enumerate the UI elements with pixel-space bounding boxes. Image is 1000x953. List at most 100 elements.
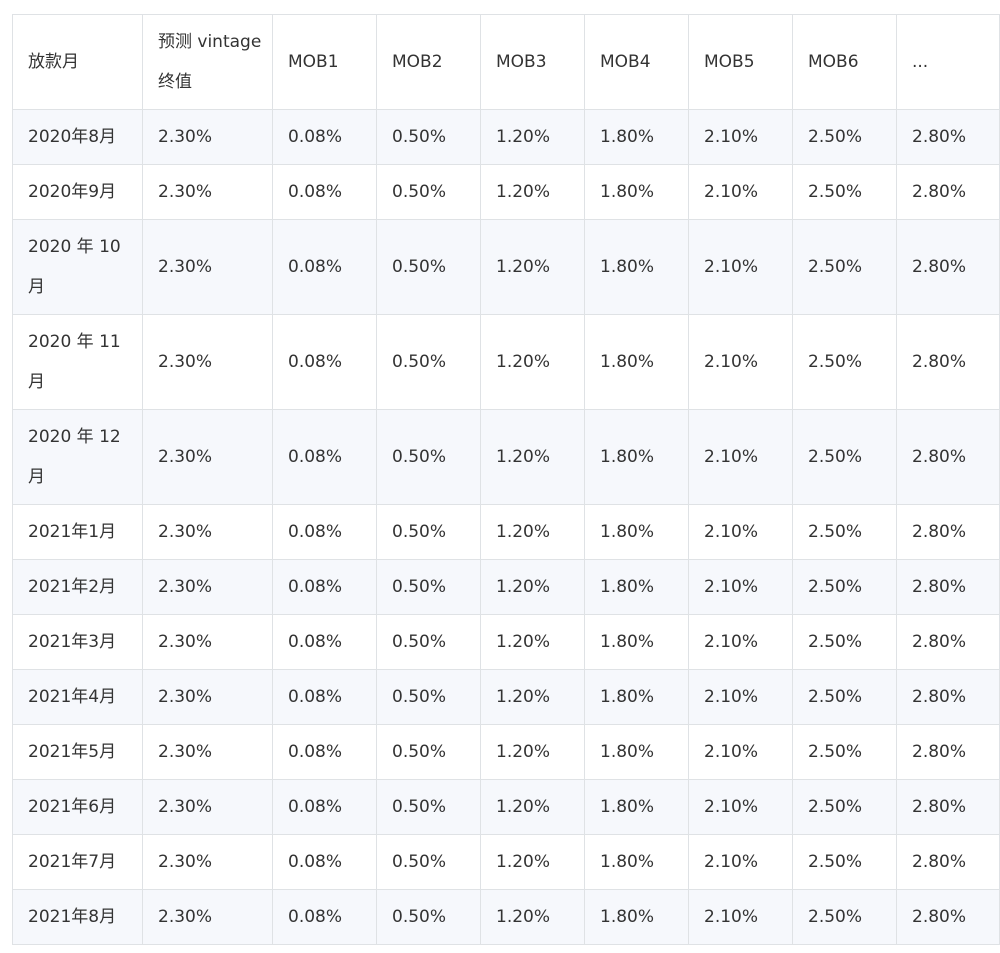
value-cell: 1.20% [480, 314, 585, 410]
value-cell: 2.50% [792, 669, 897, 725]
value-cell: 1.80% [584, 779, 689, 835]
value-cell: 1.20% [480, 409, 585, 505]
value-cell: 0.08% [272, 669, 377, 725]
value-cell: 2.10% [688, 164, 793, 220]
loan-month-cell: 2020年8月 [12, 109, 143, 165]
table-row: 2020 年 12 月 2.30% 0.08% 0.50% 1.20% 1.80% 2.10… [12, 409, 1000, 505]
table-row: 2021年6月 2.30% 0.08% 0.50% 1.20% 1.80% 2.10% 2.5… [12, 779, 1000, 835]
loan-month-text: 2020 年 12 月 [28, 427, 121, 487]
loan-month-text: 2020 年 10 月 [28, 237, 121, 297]
table-row: 2021年5月 2.30% 0.08% 0.50% 1.20% 1.80% 2.10% 2.5… [12, 724, 1000, 780]
value-cell: 2.50% [792, 219, 897, 315]
vintage-table: 放款月 预测 vintage终值 MOB1 MOB2 MOB3 MOB4 MOB… [12, 14, 1000, 945]
loan-month-text: 2020年9月 [28, 182, 117, 202]
value-cell: 2.50% [792, 834, 897, 890]
value-cell: 1.20% [480, 779, 585, 835]
value-cell: 0.50% [376, 504, 481, 560]
value-cell: 2.50% [792, 614, 897, 670]
loan-month-text: 2021年4月 [28, 687, 117, 707]
table-row: 2020 年 10 月 2.30% 0.08% 0.50% 1.20% 1.80% 2.10… [12, 219, 1000, 315]
value-cell: 2.50% [792, 724, 897, 780]
value-cell: 2.80% [896, 109, 1000, 165]
loan-month-cell: 2021年4月 [12, 669, 143, 725]
loan-month-text: 2021年5月 [28, 742, 117, 762]
value-cell: 0.08% [272, 834, 377, 890]
table-row: 2021年3月 2.30% 0.08% 0.50% 1.20% 1.80% 2.10% 2.5… [12, 614, 1000, 670]
value-cell: 1.80% [584, 164, 689, 220]
value-cell: 2.50% [792, 559, 897, 615]
value-cell: 0.08% [272, 614, 377, 670]
value-cell: 0.50% [376, 219, 481, 315]
table-row: 2021年2月 2.30% 0.08% 0.50% 1.20% 1.80% 2.10% 2.5… [12, 559, 1000, 615]
value-cell: 2.50% [792, 109, 897, 165]
value-cell: 0.50% [376, 409, 481, 505]
value-cell: 1.80% [584, 219, 689, 315]
value-cell: 2.10% [688, 669, 793, 725]
table-row: 2020年9月 2.30% 0.08% 0.50% 1.20% 1.80% 2.10% 2.5… [12, 164, 1000, 220]
loan-month-text: 2021年2月 [28, 577, 117, 597]
value-cell: 0.08% [272, 504, 377, 560]
value-cell: 0.50% [376, 724, 481, 780]
value-cell: 2.30% [142, 834, 273, 890]
header-cell-mob6: MOB6 [792, 14, 897, 110]
value-cell: 0.08% [272, 219, 377, 315]
value-cell: 0.50% [376, 314, 481, 410]
loan-month-cell: 2021年2月 [12, 559, 143, 615]
header-cell-more: ... [896, 14, 1000, 110]
value-cell: 1.80% [584, 889, 689, 945]
value-cell: 2.10% [688, 409, 793, 505]
value-cell: 2.10% [688, 504, 793, 560]
value-cell: 2.50% [792, 409, 897, 505]
value-cell: 2.50% [792, 889, 897, 945]
value-cell: 2.80% [896, 559, 1000, 615]
value-cell: 2.10% [688, 779, 793, 835]
value-cell: 1.80% [584, 669, 689, 725]
header-cell-mob5: MOB5 [688, 14, 793, 110]
table-row: 2021年4月 2.30% 0.08% 0.50% 1.20% 1.80% 2.10% 2.5… [12, 669, 1000, 725]
value-cell: 1.80% [584, 614, 689, 670]
value-cell: 0.50% [376, 614, 481, 670]
value-cell: 2.30% [142, 219, 273, 315]
loan-month-cell: 2021年1月 [12, 504, 143, 560]
value-cell: 2.30% [142, 409, 273, 505]
table-header-row: 放款月 预测 vintage终值 MOB1 MOB2 MOB3 MOB4 MOB… [12, 14, 1000, 110]
value-cell: 1.20% [480, 614, 585, 670]
loan-month-cell: 2020 年 11 月 [12, 314, 143, 410]
value-cell: 0.08% [272, 779, 377, 835]
loan-month-cell: 2021年5月 [12, 724, 143, 780]
value-cell: 1.80% [584, 504, 689, 560]
value-cell: 2.50% [792, 504, 897, 560]
loan-month-text: 2020 年 11 月 [28, 332, 121, 392]
loan-month-cell: 2021年3月 [12, 614, 143, 670]
value-cell: 2.80% [896, 889, 1000, 945]
value-cell: 1.80% [584, 724, 689, 780]
value-cell: 1.80% [584, 409, 689, 505]
header-cell-mob1: MOB1 [272, 14, 377, 110]
value-cell: 2.80% [896, 164, 1000, 220]
value-cell: 2.80% [896, 834, 1000, 890]
value-cell: 2.80% [896, 409, 1000, 505]
value-cell: 2.50% [792, 164, 897, 220]
value-cell: 0.50% [376, 889, 481, 945]
value-cell: 2.30% [142, 614, 273, 670]
value-cell: 2.80% [896, 504, 1000, 560]
value-cell: 1.20% [480, 504, 585, 560]
value-cell: 2.10% [688, 834, 793, 890]
value-cell: 0.50% [376, 164, 481, 220]
loan-month-text: 2021年6月 [28, 797, 117, 817]
value-cell: 1.80% [584, 834, 689, 890]
value-cell: 2.30% [142, 109, 273, 165]
value-cell: 1.20% [480, 109, 585, 165]
header-cell-mob2: MOB2 [376, 14, 481, 110]
loan-month-text: 2021年7月 [28, 852, 117, 872]
header-cell-loan-month: 放款月 [12, 14, 143, 110]
value-cell: 2.30% [142, 164, 273, 220]
header-cell-mob3: MOB3 [480, 14, 585, 110]
value-cell: 2.10% [688, 219, 793, 315]
value-cell: 1.20% [480, 219, 585, 315]
value-cell: 1.80% [584, 314, 689, 410]
table-row: 2020 年 11 月 2.30% 0.08% 0.50% 1.20% 1.80% 2.10… [12, 314, 1000, 410]
value-cell: 2.30% [142, 889, 273, 945]
loan-month-text: 2020年8月 [28, 127, 117, 147]
value-cell: 2.80% [896, 669, 1000, 725]
